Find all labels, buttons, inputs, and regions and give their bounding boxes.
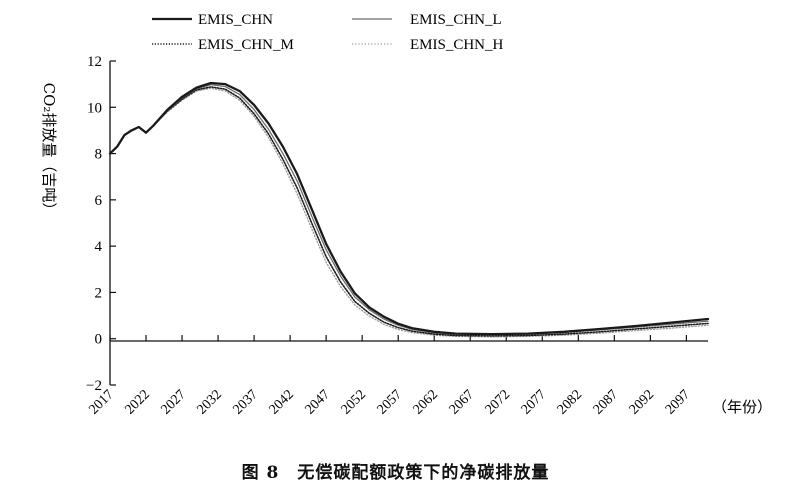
y-tick-label: −2 <box>86 378 102 394</box>
y-tick-label: 6 <box>95 193 103 209</box>
x-tick-label: 2052 <box>339 387 369 417</box>
x-tick-label: 2087 <box>591 387 621 417</box>
legend-label-emis-chn-h: EMIS_CHN_H <box>410 37 504 53</box>
legend-label-emis-chn-l: EMIS_CHN_L <box>410 12 502 28</box>
x-axis-title: （年份） <box>712 398 772 416</box>
x-tick-label: 2037 <box>231 387 261 417</box>
x-tick-label: 2097 <box>663 387 693 417</box>
x-tick-label: 2027 <box>158 387 188 417</box>
legend-label-emis-chn-m: EMIS_CHN_M <box>198 37 294 53</box>
y-ticks: −2 0 2 4 6 8 10 12 <box>86 54 116 394</box>
y-tick-label: 10 <box>87 100 102 116</box>
x-tick-label: 2047 <box>303 387 333 417</box>
legend-item-emis-chn-l: EMIS_CHN_L <box>352 12 502 28</box>
legend-item-emis-chn: EMIS_CHN <box>152 12 273 28</box>
x-tick-label: 2057 <box>375 387 405 417</box>
x-tick-label: 2082 <box>555 387 585 417</box>
y-tick-label: 4 <box>95 239 103 255</box>
y-tick-label: 0 <box>95 332 103 348</box>
x-tick-label: 2092 <box>627 387 657 417</box>
series-line-emis-chn-l <box>109 83 709 336</box>
y-axis-title: CO₂排放量（吉吨） <box>40 83 58 218</box>
x-tick-label: 2042 <box>267 387 297 417</box>
x-tick-label: 2032 <box>194 387 224 417</box>
x-tick-label: 2022 <box>122 387 152 417</box>
legend-label-emis-chn: EMIS_CHN <box>198 12 273 28</box>
series-line-emis-chn-h <box>109 87 709 338</box>
legend-item-emis-chn-m: EMIS_CHN_M <box>152 37 294 53</box>
legend: EMIS_CHN EMIS_CHN_L EMIS_CHN_M EMIS_CHN_… <box>152 12 504 53</box>
y-tick-label: 8 <box>95 147 103 163</box>
series-lines <box>108 81 710 338</box>
x-tick-label: 2077 <box>519 387 549 417</box>
figure-caption: 图 8 无偿碳配额政策下的净碳排放量 <box>241 463 550 483</box>
emissions-line-chart: EMIS_CHN EMIS_CHN_L EMIS_CHN_M EMIS_CHN_… <box>40 12 772 418</box>
series-line-emis-chn <box>108 81 710 336</box>
legend-item-emis-chn-h: EMIS_CHN_H <box>352 37 504 53</box>
x-tick-label: 2067 <box>447 387 477 417</box>
x-tick-label: 2062 <box>411 387 441 417</box>
x-ticks: 2017 2022 2027 2032 2037 2042 2047 2052 2057 2062… <box>86 335 693 418</box>
series-line-emis-chn-m <box>109 86 709 337</box>
x-tick-label: 2072 <box>483 387 513 417</box>
y-tick-label: 2 <box>95 285 103 301</box>
y-tick-label: 12 <box>87 54 102 70</box>
